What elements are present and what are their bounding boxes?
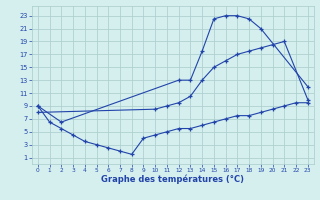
X-axis label: Graphe des températures (°C): Graphe des températures (°C) [101,175,244,184]
